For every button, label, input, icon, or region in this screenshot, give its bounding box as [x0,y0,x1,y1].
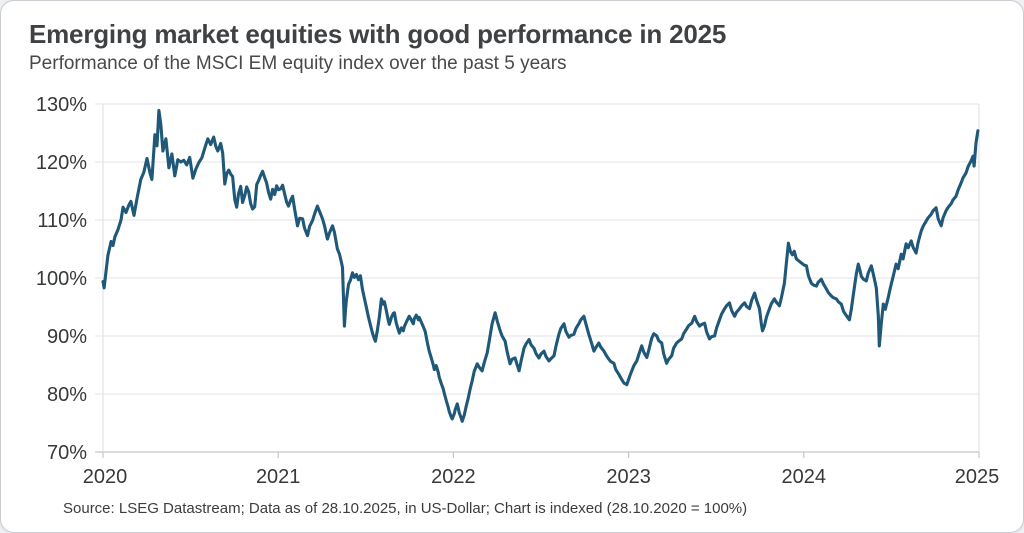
x-tick-label: 2024 [782,466,827,488]
y-tick-label: 90% [47,326,87,348]
x-tick-label: 2023 [606,466,651,488]
x-tick-label: 2021 [256,466,301,488]
y-tick-label: 120% [36,152,87,174]
y-tick-label: 80% [47,384,87,406]
series-line [101,108,980,423]
chart-title: Emerging market equities with good perfo… [29,19,727,49]
y-tick-label: 70% [47,442,87,464]
source-note: Source: LSEG Datastream; Data as of 28.1… [63,500,748,517]
x-tick-label: 2025 [955,466,1000,488]
chart-subtitle: Performance of the MSCI EM equity index … [29,53,567,74]
y-tick-label: 100% [36,268,87,290]
y-tick-label: 130% [36,94,87,116]
x-tick-label: 2020 [83,466,128,488]
x-tick-label: 2022 [431,466,476,488]
y-tick-label: 110% [37,210,87,232]
